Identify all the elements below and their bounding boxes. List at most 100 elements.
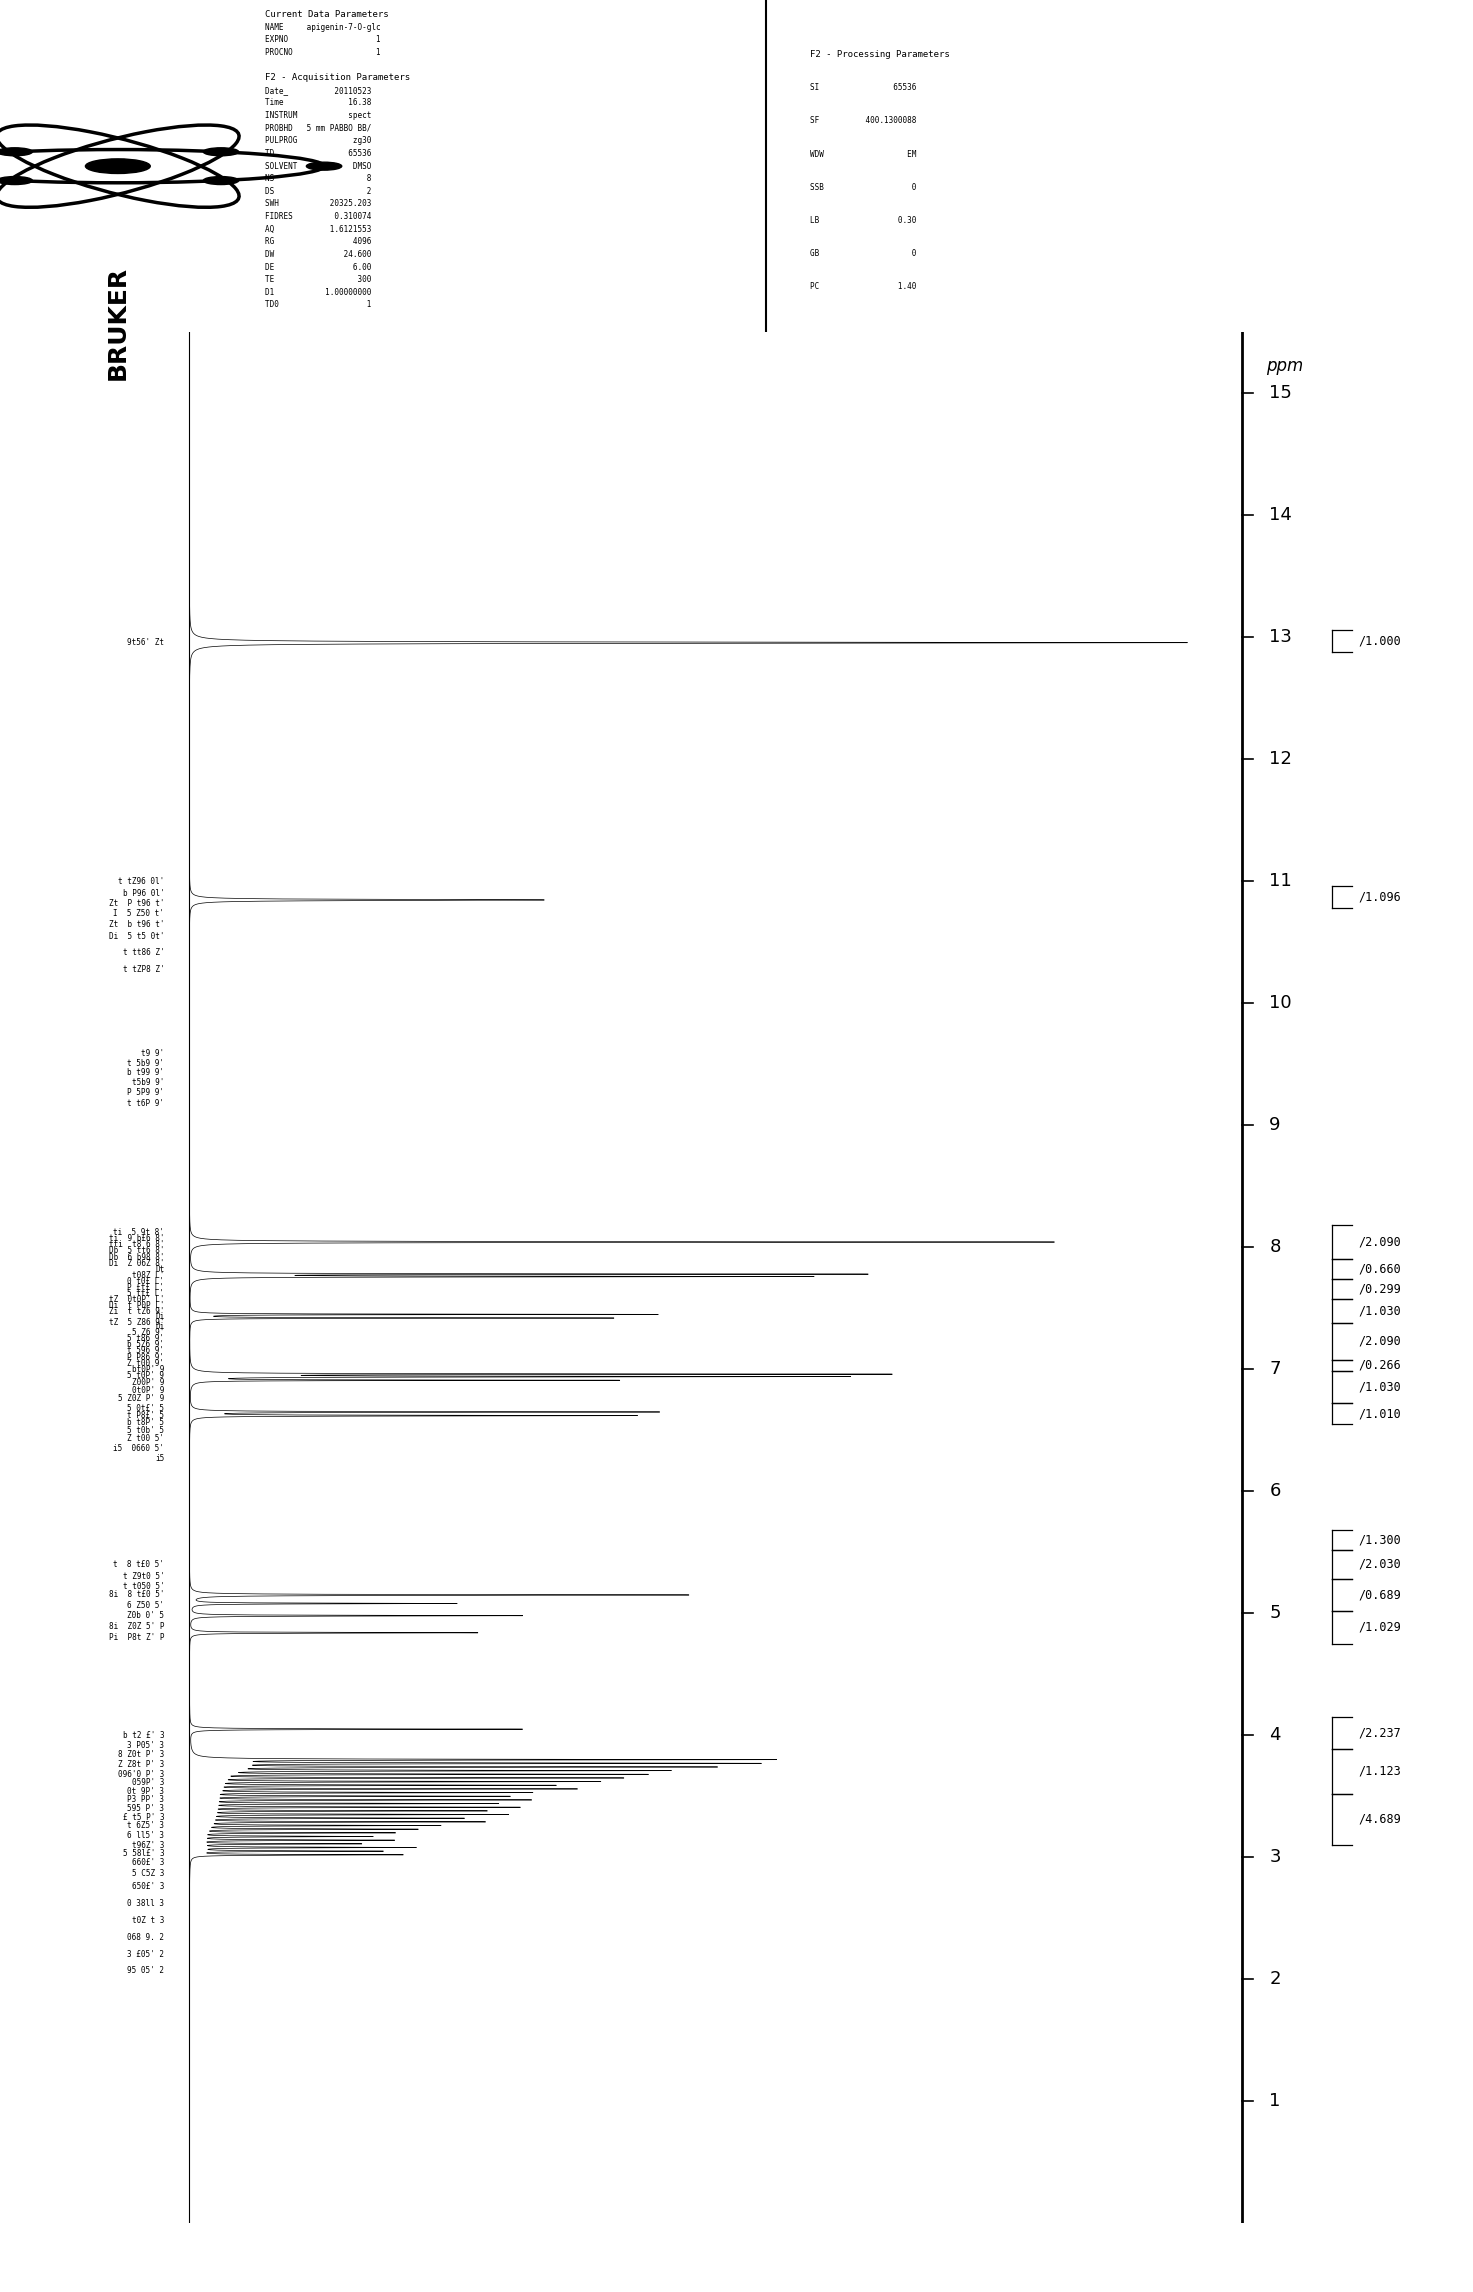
Text: NAME     apigenin-7-O-glc: NAME apigenin-7-O-glc — [265, 23, 380, 32]
Text: 0 t0£ L': 0 t0£ L' — [127, 1277, 165, 1286]
Text: 8i  8 t£0 5': 8i 8 t£0 5' — [109, 1591, 165, 1600]
Text: Di  t P0P L': Di t P0P L' — [109, 1302, 165, 1311]
Text: t t050 5': t t050 5' — [122, 1581, 165, 1591]
Circle shape — [203, 176, 239, 186]
Text: 14: 14 — [1270, 507, 1292, 525]
Text: 9t56' Zt: 9t56' Zt — [127, 637, 165, 646]
Text: /1.000: /1.000 — [1358, 635, 1401, 646]
Text: b P96 0l': b P96 0l' — [122, 889, 165, 898]
Text: b t99 9': b t99 9' — [127, 1068, 165, 1077]
Text: FIDRES         0.310074: FIDRES 0.310074 — [265, 213, 371, 220]
Text: DW               24.600: DW 24.600 — [265, 250, 371, 259]
Text: 0t 9P' 3: 0t 9P' 3 — [127, 1788, 165, 1797]
Text: 595 P' 3: 595 P' 3 — [127, 1804, 165, 1813]
Text: Z0b 0' 5: Z0b 0' 5 — [127, 1611, 165, 1620]
Text: 5 t0b' 5: 5 t0b' 5 — [127, 1426, 165, 1435]
Text: Pi  P8t Z' P: Pi P8t Z' P — [109, 1634, 165, 1641]
Text: WDW                  EM: WDW EM — [810, 149, 916, 158]
Text: /1.029: /1.029 — [1358, 1620, 1401, 1634]
Text: TD0                   1: TD0 1 — [265, 300, 371, 309]
Text: P £t£ L': P £t£ L' — [127, 1284, 165, 1293]
Text: BRUKER: BRUKER — [106, 266, 130, 380]
Text: 0t0P' 9: 0t0P' 9 — [133, 1387, 165, 1394]
Text: 12: 12 — [1270, 749, 1292, 768]
Text: 4: 4 — [1270, 1726, 1282, 1744]
Text: t 6Z5' 3: t 6Z5' 3 — [127, 1822, 165, 1829]
Circle shape — [306, 163, 342, 170]
Text: Z Z8t P' 3: Z Z8t P' 3 — [118, 1760, 165, 1769]
Text: 8i  Z0Z 5' P: 8i Z0Z 5' P — [109, 1623, 165, 1632]
Text: 068 9. 2: 068 9. 2 — [127, 1932, 165, 1941]
Text: t5b9 9': t5b9 9' — [133, 1077, 165, 1086]
Text: /1.010: /1.010 — [1358, 1407, 1401, 1421]
Text: 3 P05' 3: 3 P05' 3 — [127, 1740, 165, 1749]
Text: I  5 Z50 t': I 5 Z50 t' — [113, 908, 165, 917]
Text: tti  t8 6 8': tti t8 6 8' — [109, 1240, 165, 1249]
Text: 95 05' 2: 95 05' 2 — [127, 1967, 165, 1976]
Text: t0Z t 3: t0Z t 3 — [133, 1916, 165, 1925]
Text: t tZP8 Z': t tZP8 Z' — [122, 965, 165, 974]
Text: /1.096: /1.096 — [1358, 892, 1401, 903]
Text: t P8£' 5: t P8£' 5 — [127, 1412, 165, 1421]
Text: t96Z' 3: t96Z' 3 — [133, 1840, 165, 1850]
Text: ti  5 9t 8': ti 5 9t 8' — [113, 1229, 165, 1238]
Text: D1           1.00000000: D1 1.00000000 — [265, 289, 371, 296]
Text: INSTRUM           spect: INSTRUM spect — [265, 110, 371, 119]
Text: SOLVENT            DMSO: SOLVENT DMSO — [265, 160, 371, 170]
Text: 10: 10 — [1270, 995, 1292, 1013]
Text: 650£' 3: 650£' 3 — [133, 1882, 165, 1891]
Text: 9: 9 — [1270, 1116, 1282, 1135]
Text: tZ  5 Z86 9': tZ 5 Z86 9' — [109, 1318, 165, 1327]
Text: P 5P9 9': P 5P9 9' — [127, 1089, 165, 1098]
Text: Db  6 b98 8': Db 6 b98 8' — [109, 1251, 165, 1261]
Circle shape — [0, 176, 32, 186]
Text: 660£' 3: 660£' 3 — [133, 1857, 165, 1866]
Text: Time              16.38: Time 16.38 — [265, 99, 371, 108]
Text: GB                    0: GB 0 — [810, 250, 916, 259]
Text: SWH           20325.203: SWH 20325.203 — [265, 199, 371, 209]
Text: /0.299: /0.299 — [1358, 1281, 1401, 1295]
Text: Z t00 9': Z t00 9' — [127, 1359, 165, 1368]
Text: 5 Z0Z P' 9: 5 Z0Z P' 9 — [118, 1394, 165, 1403]
Text: Di  Z 06Z 8': Di Z 06Z 8' — [109, 1258, 165, 1267]
Text: /4.689: /4.689 — [1358, 1813, 1401, 1827]
Text: PC                 1.40: PC 1.40 — [810, 282, 916, 291]
Text: 1: 1 — [1270, 2093, 1280, 2111]
Text: TE                  300: TE 300 — [265, 275, 371, 284]
Text: /1.030: /1.030 — [1358, 1380, 1401, 1394]
Text: TD                65536: TD 65536 — [265, 149, 371, 158]
Text: /1.300: /1.300 — [1358, 1533, 1401, 1547]
Text: 5 t86 9': 5 t86 9' — [127, 1334, 165, 1343]
Text: LB                 0.30: LB 0.30 — [810, 215, 916, 225]
Text: Z00P' 9: Z00P' 9 — [133, 1377, 165, 1387]
Text: F2 - Processing Parameters: F2 - Processing Parameters — [810, 50, 950, 60]
Text: /2.090: /2.090 — [1358, 1235, 1401, 1249]
Text: SSB                   0: SSB 0 — [810, 183, 916, 193]
Text: tZ  0t0P' L': tZ 0t0P' L' — [109, 1295, 165, 1304]
Text: t  8 t£0 5': t 8 t£0 5' — [113, 1561, 165, 1570]
Text: DE                 6.00: DE 6.00 — [265, 264, 371, 270]
Text: 6 ll5' 3: 6 ll5' 3 — [127, 1831, 165, 1840]
Text: EXPNO                   1: EXPNO 1 — [265, 34, 380, 44]
Text: 3 £05' 2: 3 £05' 2 — [127, 1950, 165, 1960]
Text: b t2 £' 3: b t2 £' 3 — [122, 1730, 165, 1740]
Text: 6 Z50 5': 6 Z50 5' — [127, 1602, 165, 1611]
Text: 7: 7 — [1270, 1359, 1282, 1377]
Text: F2 - Acquisition Parameters: F2 - Acquisition Parameters — [265, 73, 411, 83]
Text: Dt: Dt — [155, 1265, 165, 1274]
Text: 0 38ll 3: 0 38ll 3 — [127, 1900, 165, 1909]
Text: Zt  P t96 t': Zt P t96 t' — [109, 898, 165, 908]
Text: Date_          20110523: Date_ 20110523 — [265, 85, 371, 94]
Text: ppm: ppm — [1265, 358, 1304, 374]
Circle shape — [203, 147, 239, 156]
Circle shape — [0, 147, 32, 156]
Text: DS                    2: DS 2 — [265, 186, 371, 195]
Text: 3: 3 — [1270, 1847, 1282, 1866]
Text: b 5Z6 9': b 5Z6 9' — [127, 1341, 165, 1350]
Text: 8: 8 — [1270, 1238, 1280, 1256]
Text: PROBHD   5 mm PABBO BB/: PROBHD 5 mm PABBO BB/ — [265, 124, 371, 133]
Text: bt0P' 9: bt0P' 9 — [133, 1364, 165, 1373]
Text: 8 Z0t P' 3: 8 Z0t P' 3 — [118, 1751, 165, 1760]
Text: Di  5 t5 0t': Di 5 t5 0t' — [109, 933, 165, 940]
Text: Db  5 tt6 8': Db 5 tt6 8' — [109, 1247, 165, 1256]
